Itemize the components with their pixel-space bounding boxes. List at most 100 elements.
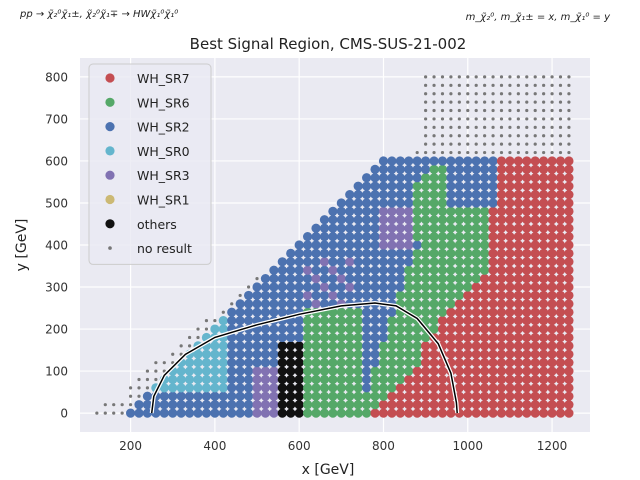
no-result-point <box>432 75 436 79</box>
point-wh-sr2 <box>370 265 380 275</box>
point-wh-sr7 <box>505 248 515 259</box>
no-result-point <box>525 108 529 113</box>
point-wh-sr2 <box>277 299 287 309</box>
point-wh-sr3 <box>336 274 346 284</box>
point-wh-sr6 <box>319 391 330 401</box>
point-wh-sr6 <box>437 274 448 284</box>
point-wh-sr2 <box>277 332 287 343</box>
no-result-point <box>432 100 436 104</box>
point-wh-sr7 <box>496 223 507 233</box>
point-wh-sr7 <box>539 181 549 191</box>
point-wh-sr7 <box>522 189 532 200</box>
point-wh-sr7 <box>547 366 557 376</box>
legend-label: WH_SR3 <box>137 168 190 183</box>
no-result-point <box>457 92 461 96</box>
point-wh-sr2 <box>362 341 372 351</box>
point-wh-sr6 <box>446 240 456 250</box>
point-wh-sr2 <box>252 299 262 309</box>
y-tick-label: 600 <box>45 154 68 168</box>
no-result-point <box>491 142 495 146</box>
point-wh-sr6 <box>387 349 397 359</box>
point-wh-sr7 <box>496 366 507 376</box>
point-wh-sr2 <box>345 240 355 250</box>
point-wh-sr7 <box>547 324 557 334</box>
point-wh-sr2 <box>471 181 481 191</box>
point-wh-sr7 <box>547 299 557 309</box>
point-wh-sr7 <box>454 374 464 385</box>
point-wh-sr2 <box>395 173 405 183</box>
no-result-point <box>432 83 436 87</box>
point-wh-sr7 <box>437 316 448 326</box>
point-wh-sr7 <box>471 341 481 351</box>
no-result-point <box>145 386 150 390</box>
point-wh-sr7 <box>522 181 532 191</box>
point-wh-sr7 <box>555 164 566 174</box>
point-wh-sr6 <box>336 358 346 368</box>
point-wh-sr6 <box>404 316 414 326</box>
point-wh-sr2 <box>243 299 254 309</box>
point-wh-sr6 <box>353 374 363 385</box>
point-wh-sr7 <box>488 248 498 259</box>
point-wh-sr7 <box>496 349 507 359</box>
point-wh-sr7 <box>564 324 574 334</box>
no-result-point <box>533 83 537 87</box>
point-wh-sr2 <box>252 341 262 351</box>
no-result-point <box>440 117 445 121</box>
point-wh-sr7 <box>555 391 566 401</box>
point-wh-sr2 <box>378 316 389 326</box>
point-wh-sr7 <box>555 349 566 359</box>
point-wh-sr0 <box>193 383 203 393</box>
point-wh-sr2 <box>294 332 304 343</box>
point-wh-sr2 <box>471 173 481 183</box>
point-wh-sr2 <box>387 181 397 191</box>
point-wh-sr7 <box>530 391 540 401</box>
no-result-point <box>499 134 504 138</box>
point-wh-sr2 <box>252 307 262 317</box>
point-wh-sr2 <box>277 257 287 267</box>
point-wh-sr2 <box>370 215 380 225</box>
no-result-point <box>508 108 512 113</box>
point-wh-sr7 <box>488 282 498 292</box>
point-wh-sr6 <box>328 391 338 401</box>
point-wh-sr7 <box>522 231 532 242</box>
no-result-point <box>440 83 445 87</box>
point-wh-sr7 <box>437 366 448 376</box>
legend-label: WH_SR0 <box>137 144 190 159</box>
point-wh-sr7 <box>530 164 540 174</box>
point-wh-sr6 <box>480 231 490 242</box>
point-wh-sr7 <box>539 332 549 343</box>
point-wh-sr6 <box>378 341 389 351</box>
point-wh-sr7 <box>454 349 464 359</box>
point-wh-sr2 <box>193 400 203 410</box>
point-wh-sr7 <box>547 341 557 351</box>
no-result-point <box>550 108 554 113</box>
point-wh-sr7 <box>522 248 532 259</box>
point-wh-sr7 <box>505 215 515 225</box>
no-result-point <box>474 83 478 87</box>
point-wh-sr2 <box>463 173 473 183</box>
point-wh-sr7 <box>555 374 566 385</box>
point-wh-sr2 <box>294 290 304 301</box>
no-result-point <box>483 83 487 87</box>
no-result-point <box>424 83 428 87</box>
x-tick-label: 400 <box>203 439 226 453</box>
no-result-point <box>128 394 133 398</box>
no-result-point <box>550 142 554 146</box>
point-wh-sr2 <box>235 299 245 309</box>
point-wh-sr7 <box>522 383 532 393</box>
point-wh-sr7 <box>505 240 515 250</box>
no-result-point <box>516 92 520 96</box>
no-result-point <box>483 75 487 79</box>
point-wh-sr7 <box>454 383 464 393</box>
point-wh-sr7 <box>488 349 498 359</box>
point-wh-sr2 <box>370 240 380 250</box>
legend-marker <box>105 73 115 83</box>
point-wh-sr7 <box>437 383 448 393</box>
no-result-point <box>187 335 192 340</box>
point-wh-sr7 <box>471 324 481 334</box>
point-wh-sr7 <box>547 181 557 191</box>
point-wh-sr2 <box>378 324 389 334</box>
no-result-point <box>525 117 529 121</box>
point-wh-sr6 <box>437 206 448 216</box>
point-wh-sr6 <box>387 383 397 393</box>
